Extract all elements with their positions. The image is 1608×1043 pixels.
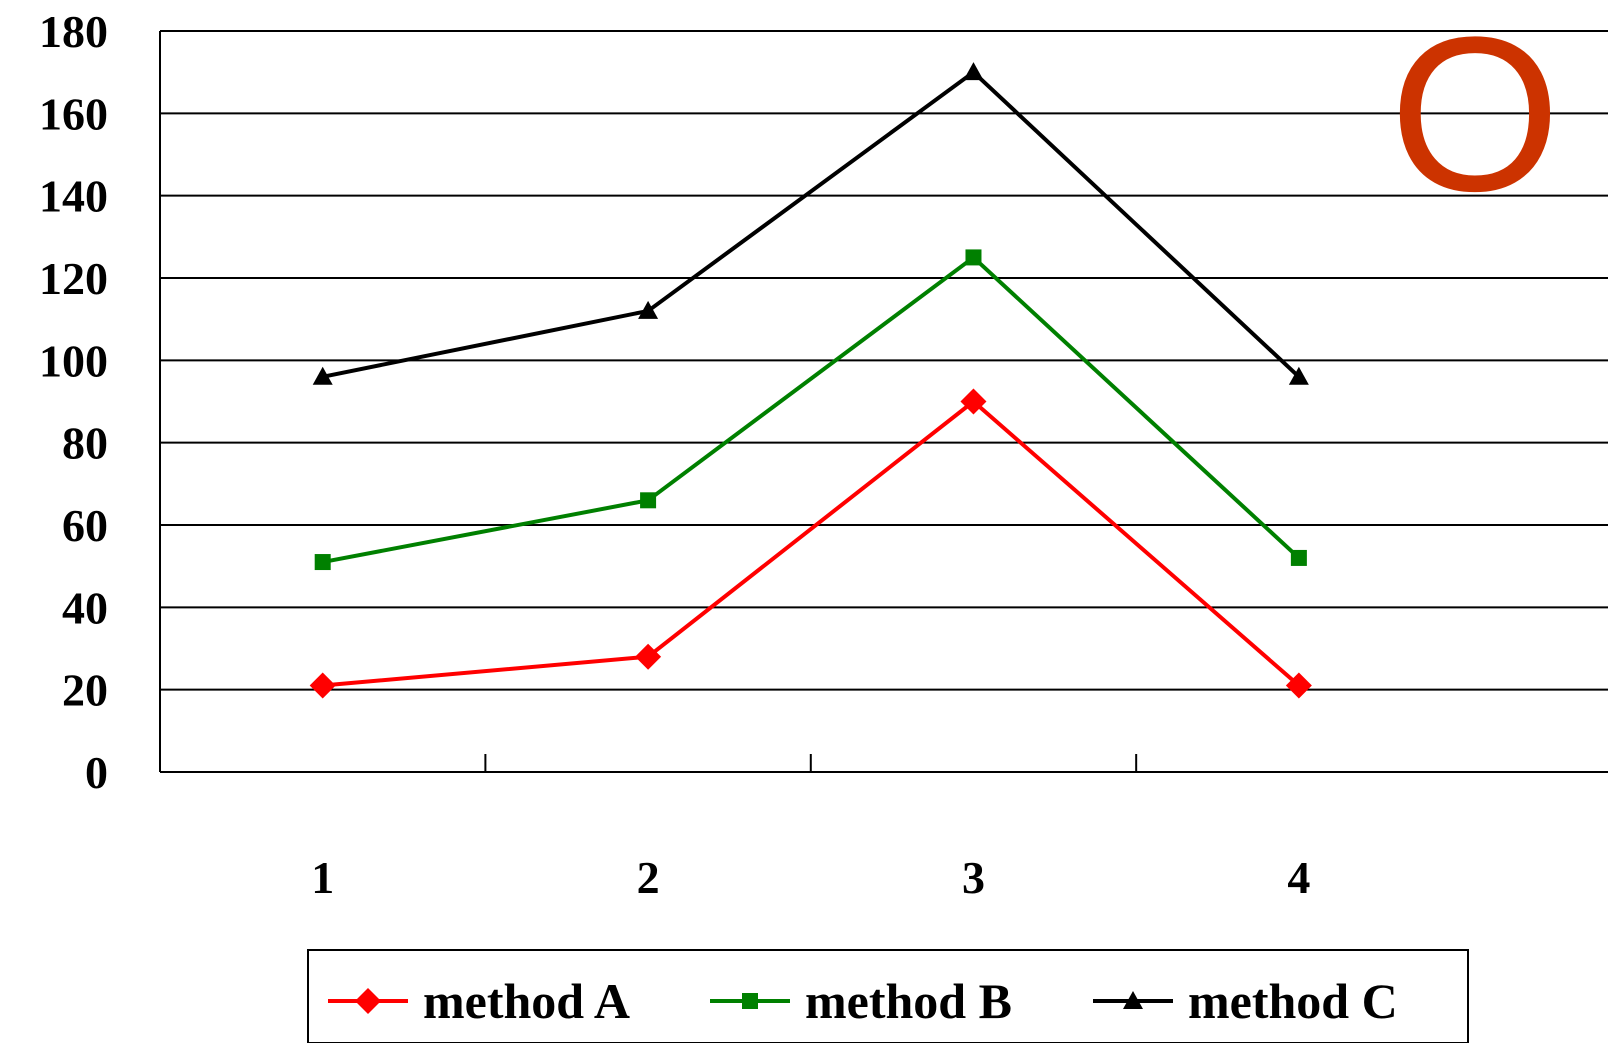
series-line: [322, 69, 1301, 379]
x-axis-tick-labels: 1 2 3 4: [311, 852, 1310, 903]
legend-item: method B: [710, 973, 1012, 1029]
data-point: [965, 249, 982, 266]
y-tick-label: 20: [62, 665, 108, 716]
data-point: [742, 993, 758, 1009]
legend-label: method B: [805, 973, 1012, 1029]
data-point: [638, 300, 659, 319]
data-point: [640, 492, 657, 509]
y-tick-label: 180: [39, 6, 108, 57]
legend-item: method C: [1093, 973, 1398, 1029]
series-line: [322, 254, 1301, 565]
data-point: [314, 554, 331, 571]
corner-mark: O: [1389, 0, 1560, 237]
x-tick-label: 1: [311, 852, 334, 903]
y-tick-label: 160: [39, 88, 108, 139]
legend-box: [307, 949, 1469, 1043]
y-tick-label: 80: [62, 418, 108, 469]
y-tick-label: 0: [85, 747, 108, 798]
data-point: [312, 366, 333, 385]
series-line: [322, 398, 1301, 688]
y-tick-label: 100: [39, 335, 108, 386]
legend-items: method A method B method C: [328, 973, 1398, 1029]
data-point: [1123, 991, 1143, 1009]
series-method-a: [309, 388, 1312, 699]
data-point: [635, 643, 662, 670]
y-tick-label: 60: [62, 500, 108, 551]
data-point: [355, 988, 381, 1014]
data-point: [309, 672, 336, 699]
data-point: [1290, 549, 1307, 566]
x-tick-label: 3: [962, 852, 985, 903]
data-point: [960, 388, 987, 415]
data-point: [1285, 672, 1312, 699]
x-tick-label: 4: [1287, 852, 1310, 903]
legend-item: method A: [328, 973, 630, 1029]
axes: [159, 31, 1608, 773]
legend-label: method C: [1188, 973, 1398, 1029]
data-point: [1288, 366, 1309, 385]
y-tick-label: 120: [39, 253, 108, 304]
y-axis-tick-labels: 0 20 40 60 80 100 120 140 160 180: [39, 6, 108, 798]
y-tick-label: 40: [62, 582, 108, 633]
series-method-c: [312, 62, 1309, 385]
x-tick-label: 2: [637, 852, 660, 903]
data-point: [963, 62, 984, 81]
legend: method A method B method C: [307, 949, 1469, 1043]
y-tick-label: 140: [39, 171, 108, 222]
legend-label: method A: [423, 973, 630, 1029]
series-layer: [309, 62, 1312, 699]
series-method-b: [314, 249, 1307, 571]
